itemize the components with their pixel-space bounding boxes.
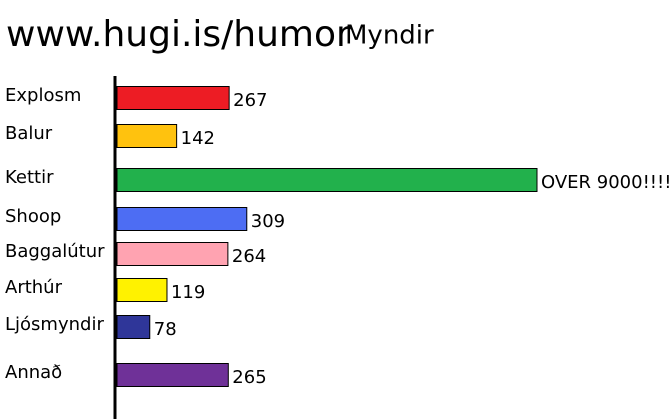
- value-label: 142: [181, 128, 215, 149]
- bar: [116, 124, 178, 148]
- chart-title: www.hugi.is/humor: [6, 14, 351, 55]
- value-label: 119: [171, 282, 205, 303]
- value-label: 264: [232, 246, 266, 267]
- value-label: 267: [233, 90, 267, 111]
- bar: [116, 315, 151, 339]
- bar: [116, 363, 229, 387]
- category-label: Explosm: [5, 85, 81, 106]
- chart-subtitle: Myndir: [345, 21, 434, 51]
- category-label: Balur: [5, 123, 53, 144]
- category-label: Annað: [5, 362, 62, 383]
- value-label: 309: [251, 211, 285, 232]
- value-label: OVER 9000!!!!: [541, 172, 669, 193]
- bar: [116, 168, 538, 192]
- bar: [116, 242, 229, 266]
- category-label: Ljósmyndir: [5, 314, 104, 335]
- bar: [116, 278, 168, 302]
- category-label: Shoop: [5, 206, 61, 227]
- category-label: Kettir: [5, 167, 54, 188]
- category-label: Baggalútur: [5, 241, 105, 262]
- value-label: 265: [232, 367, 266, 388]
- bar: [116, 86, 230, 110]
- value-label: 78: [154, 319, 177, 340]
- category-label: Arthúr: [5, 277, 63, 298]
- bar: [116, 207, 248, 231]
